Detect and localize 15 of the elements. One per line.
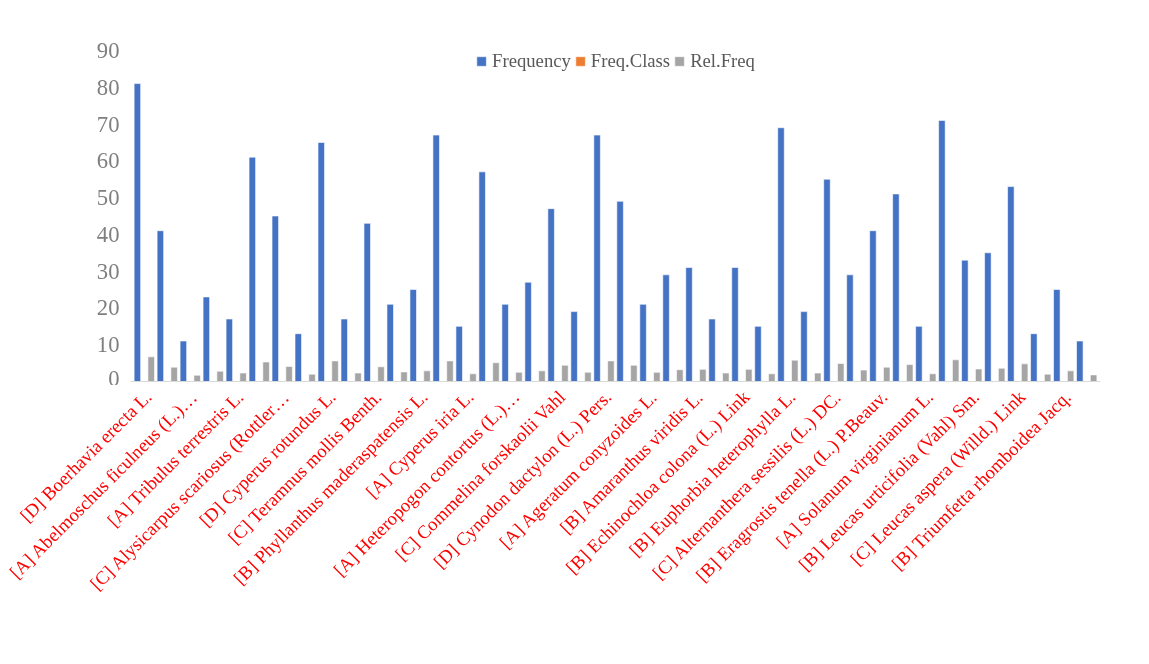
y-tick-label: 40 <box>96 221 120 247</box>
y-tick-label: 0 <box>108 365 120 391</box>
y-tick-label: 70 <box>96 111 120 137</box>
y-tick-label: 50 <box>96 185 120 211</box>
legend-label: Frequency <box>492 50 571 72</box>
bar <box>133 83 141 382</box>
y-tick-label: 10 <box>96 332 120 358</box>
legend-label: Rel.Freq <box>690 50 755 72</box>
y-tick-label: 20 <box>96 295 120 321</box>
y-tick-label: 90 <box>96 38 120 63</box>
bar <box>1090 374 1098 382</box>
y-tick-label: 60 <box>96 148 120 174</box>
y-tick-label: 80 <box>96 74 120 100</box>
legend-label: Freq.Class <box>590 50 671 72</box>
y-tick-label: 30 <box>96 258 120 284</box>
